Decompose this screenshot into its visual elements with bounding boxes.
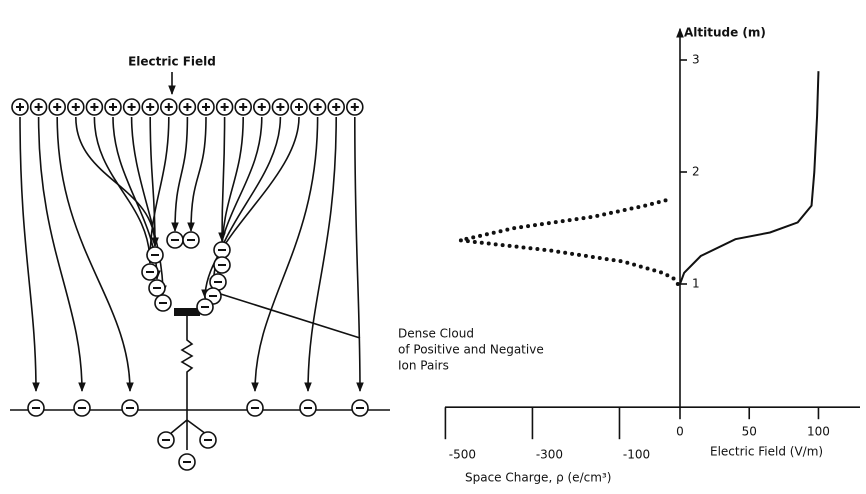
electrode (174, 308, 200, 316)
ion-sign (183, 103, 192, 111)
ion-sign (350, 103, 359, 111)
field-line (130, 116, 167, 295)
x-tick-label: -300 (536, 448, 563, 462)
ion-sign (276, 103, 285, 111)
ion-sign (332, 103, 341, 111)
ion-sign (53, 103, 62, 111)
ion-sign (34, 103, 43, 111)
y-tick-label: 3 (692, 53, 700, 67)
y-axis-label: Altitude (m) (684, 25, 766, 39)
ion-sign (16, 103, 24, 111)
field-line (56, 116, 134, 392)
ion-sign (295, 103, 303, 111)
leader (207, 289, 361, 339)
x-tick-label: -500 (449, 448, 476, 462)
field-line (354, 116, 364, 392)
ion-sign (90, 103, 99, 111)
cloud-label: Dense Cloud (398, 327, 474, 341)
ion-sign (202, 103, 210, 111)
y-tick-label: 2 (692, 165, 700, 179)
cloud-label: of Positive and Negative (398, 343, 544, 357)
ion-sign (239, 103, 248, 111)
cloud-label: Ion Pairs (398, 359, 449, 373)
x2-tick-label: 100 (807, 425, 830, 439)
field-line (37, 116, 86, 392)
field-line (218, 116, 226, 242)
ground-wire (169, 316, 207, 450)
chart: Altitude (m) Space Charge, ρ (e/cm³) Elect… (444, 25, 860, 485)
x2-axis-label: Electric Field (V/m) (710, 445, 823, 459)
field-line (93, 116, 154, 264)
field-line (251, 116, 319, 392)
field-line (75, 116, 159, 247)
ion-sign (313, 103, 322, 111)
ion-sign (127, 103, 136, 111)
ion-sign (220, 103, 229, 111)
electric-field-curve (679, 71, 820, 285)
x2-tick-label: 50 (742, 425, 757, 439)
x2-tick-label: 0 (676, 425, 684, 439)
field-line (187, 116, 207, 232)
ion-sign (71, 103, 80, 111)
field-line (19, 116, 40, 392)
field-line (146, 116, 170, 264)
space-charge-curve (459, 198, 680, 286)
x-axis-label: Space Charge, ρ (e/cm³) (465, 471, 611, 485)
field-label: Electric Field (128, 55, 216, 69)
ion-sign (164, 103, 173, 111)
ion-sign (146, 103, 155, 111)
ion-sign (109, 103, 117, 111)
diagram: Electric Field Dense Cloud of Positive a… (10, 55, 544, 471)
field-line (149, 116, 159, 247)
x-tick-label: -100 (623, 448, 650, 462)
ion-sign (257, 103, 266, 111)
field-line (171, 116, 189, 232)
field-line (201, 116, 300, 299)
field-line (304, 116, 337, 392)
y-tick-label: 1 (692, 277, 700, 291)
